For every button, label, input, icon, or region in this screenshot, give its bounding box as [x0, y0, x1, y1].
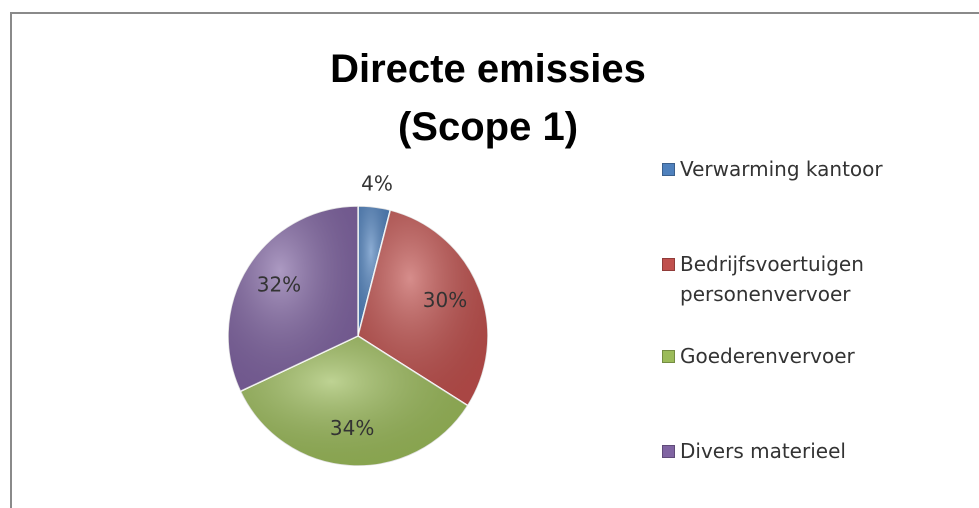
data-label: 30%: [423, 288, 467, 312]
data-label: 34%: [330, 416, 374, 440]
legend-swatch: [662, 163, 675, 176]
legend-label: Divers materieel: [680, 439, 846, 463]
legend-item: Divers materieel: [662, 436, 902, 466]
legend-swatch: [662, 445, 675, 458]
chart-frame: [10, 12, 979, 508]
legend-item: Goederenvervoer: [662, 341, 902, 371]
legend-item: Verwarming kantoor: [662, 154, 902, 184]
legend-swatch: [662, 350, 675, 363]
legend-label: Verwarming kantoor: [680, 157, 883, 181]
data-label: 4%: [361, 172, 393, 196]
data-label: 32%: [257, 272, 301, 296]
legend-swatch: [662, 258, 675, 271]
chart-title: Directe emissies (Scope 1): [330, 47, 646, 149]
legend-label: Bedrijfsvoertuigen personenvervoer: [680, 252, 864, 306]
legend-item: Bedrijfsvoertuigen personenvervoer: [662, 249, 902, 309]
legend-label: Goederenvervoer: [680, 344, 855, 368]
